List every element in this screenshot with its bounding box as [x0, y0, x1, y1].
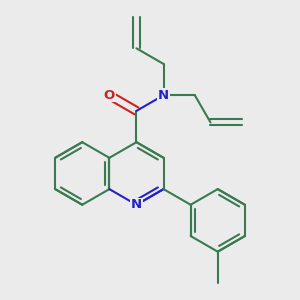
Text: N: N — [131, 198, 142, 211]
Text: O: O — [104, 89, 115, 102]
Text: N: N — [158, 89, 169, 102]
